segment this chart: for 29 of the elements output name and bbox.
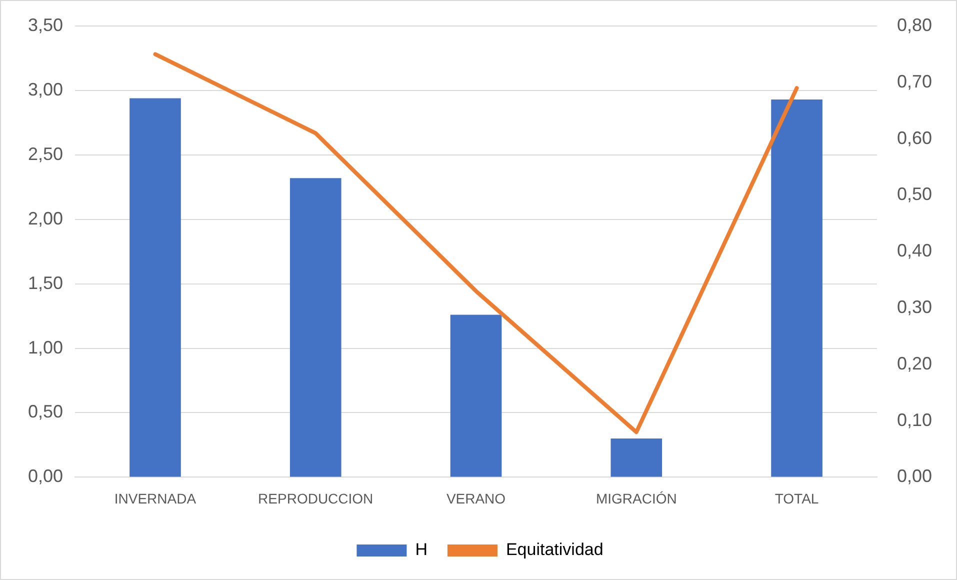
y-tick-label: 1,00: [28, 337, 64, 358]
legend-label: H: [415, 540, 428, 560]
y2-tick-label: 0,50: [896, 184, 932, 204]
y-tick-label: 1,50: [28, 272, 64, 293]
y-tick-label: 2,00: [28, 208, 64, 228]
bar: [130, 98, 181, 477]
legend-label: Equitatividad: [506, 540, 604, 560]
y2-tick-label: 0,40: [896, 240, 932, 261]
y2-tick-label: 0,20: [896, 353, 932, 374]
y-tick-label: 0,50: [28, 402, 64, 422]
x-tick-label: TOTAL: [774, 490, 819, 506]
bar: [450, 314, 502, 477]
y-tick-label: 3,50: [28, 14, 64, 35]
x-tick-label: REPRODUCCION: [258, 490, 374, 506]
y2-tick-label: 0,60: [896, 128, 932, 148]
y2-tick-label: 0,00: [896, 466, 932, 486]
y-tick-label: 3,00: [28, 79, 64, 100]
bar: [771, 99, 822, 477]
y2-tick-label: 0,70: [896, 71, 932, 92]
x-tick-label: MIGRACIÓN: [596, 490, 677, 506]
y2-tick-label: 0,80: [896, 14, 932, 35]
x-tick-label: VERANO: [446, 490, 506, 506]
bar: [290, 178, 342, 477]
y2-tick-label: 0,10: [896, 410, 932, 430]
y-tick-label: 2,50: [28, 144, 64, 164]
x-tick-label: INVERNADA: [114, 490, 197, 506]
y-tick-label: 0,00: [28, 466, 64, 486]
y2-tick-label: 0,30: [896, 296, 932, 317]
bar: [610, 438, 662, 477]
